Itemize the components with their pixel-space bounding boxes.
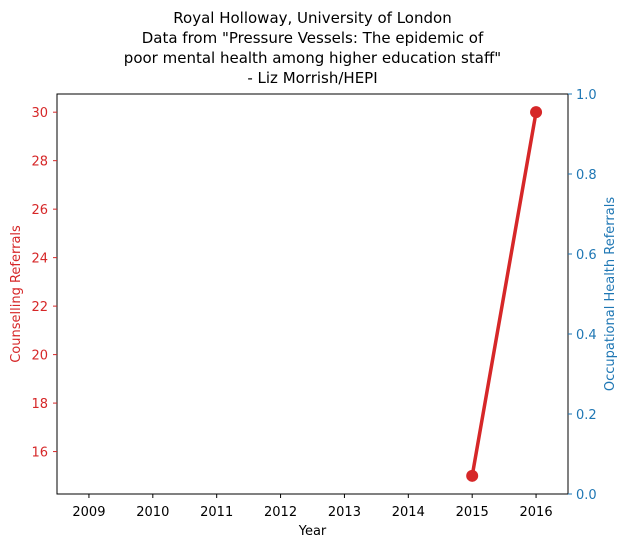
x-axis: 2009 2010 2011 2012 2013 2014 2015 2016 xyxy=(72,494,553,520)
right-y-axis-label: Occupational Health Referrals xyxy=(603,197,618,391)
right-y-tick-label: 0.6 xyxy=(576,248,597,263)
left-y-tick-label: 30 xyxy=(31,106,48,121)
x-tick-label: 2014 xyxy=(392,505,425,520)
data-point xyxy=(466,469,479,482)
left-y-tick-label: 24 xyxy=(31,252,48,267)
x-tick-label: 2010 xyxy=(136,505,169,520)
chart-title-line: Royal Holloway, University of London xyxy=(173,9,451,27)
right-y-axis: 0.0 0.2 0.4 0.6 0.8 1.0 xyxy=(568,88,597,503)
left-y-tick-label: 22 xyxy=(31,300,48,315)
left-y-tick-label: 18 xyxy=(31,397,48,412)
plot-area xyxy=(56,93,569,495)
chart-title-line: Data from "Pressure Vessels: The epidemi… xyxy=(142,29,484,47)
series-line xyxy=(470,110,538,478)
chart-title-line: poor mental health among higher educatio… xyxy=(124,49,501,67)
right-y-tick-label: 0.2 xyxy=(576,408,597,423)
x-axis-label: Year xyxy=(298,524,327,539)
left-y-tick-label: 16 xyxy=(31,446,48,461)
left-y-tick-label: 20 xyxy=(31,349,48,364)
series-layer xyxy=(466,106,543,482)
right-y-tick-label: 1.0 xyxy=(576,88,597,103)
left-y-tick-label: 28 xyxy=(31,155,48,170)
x-tick-label: 2013 xyxy=(328,505,361,520)
x-tick-label: 2012 xyxy=(264,505,297,520)
x-tick-label: 2009 xyxy=(72,505,105,520)
x-tick-label: 2016 xyxy=(520,505,553,520)
x-tick-label: 2011 xyxy=(200,505,233,520)
left-y-tick-label: 26 xyxy=(31,203,48,218)
right-y-tick-label: 0.8 xyxy=(576,168,597,183)
chart-title: Royal Holloway, University of London Data… xyxy=(124,9,501,87)
x-tick-label: 2015 xyxy=(456,505,489,520)
right-y-tick-label: 0.0 xyxy=(576,488,597,503)
left-y-axis-label: Counselling Referrals xyxy=(9,225,24,363)
chart-title-line: - Liz Morrish/HEPI xyxy=(247,69,377,87)
data-point xyxy=(530,106,543,119)
right-y-tick-label: 0.4 xyxy=(576,328,597,343)
left-y-axis: 16 18 20 22 24 26 28 30 xyxy=(31,106,57,461)
